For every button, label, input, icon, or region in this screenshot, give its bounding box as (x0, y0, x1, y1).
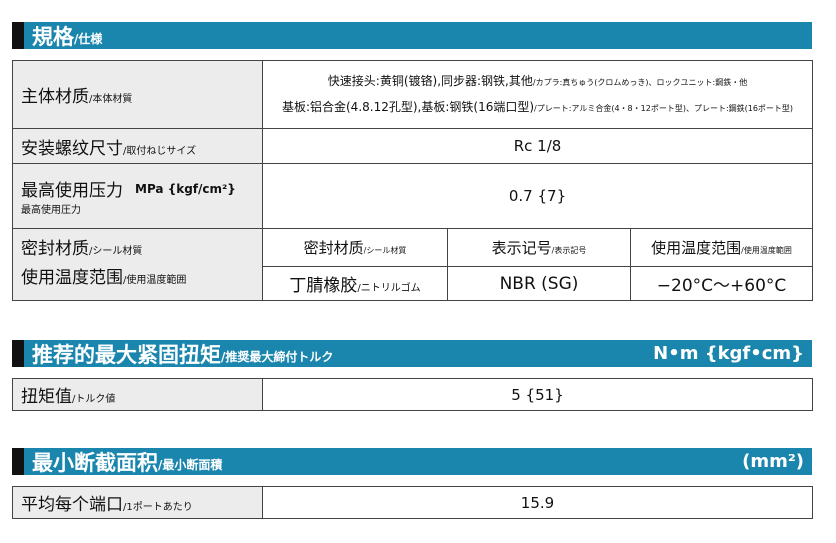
text: 快速接头:黄铜(镀铬),同步器:钢铁,其他 (327, 73, 533, 88)
value: −20°C〜+60°C (629, 266, 814, 301)
unit: MPa {kgf/cm²} (135, 181, 236, 196)
section-title: 最小断截面积 (32, 450, 158, 475)
label-cell: 密封材质/シール材質 使用温度范围/使用温度範囲 (12, 228, 263, 301)
value: Rc 1/8 (261, 128, 814, 164)
torque-table: 扭矩值/トルク値 5 {51} (12, 378, 813, 411)
section-bar: 規格/仕様 (12, 22, 812, 49)
header-sub: /表示記号 (551, 246, 587, 255)
value-sub: /ニトリルゴム (357, 283, 421, 294)
unit: (mm²) (742, 451, 804, 472)
label: 安装螺纹尺寸 (21, 138, 123, 159)
section-bar: 最小断截面积/最小断面積 (mm²) (12, 448, 812, 475)
label: 主体材质 (21, 87, 89, 107)
section-subtitle: /最小断面積 (158, 458, 223, 472)
label-sub: 最高使用圧力 (21, 205, 81, 216)
header-sub: /使用温度範囲 (741, 246, 792, 255)
value-cell: 丁腈橡胶/ニトリルゴム (262, 266, 448, 301)
label-sub: /本体材質 (89, 94, 133, 105)
header-cell: 表示记号/表示記号 (447, 228, 631, 267)
label-sub: /取付ねじサイズ (123, 145, 197, 157)
value: 15.9 (262, 486, 813, 519)
section-bar: 推荐的最大紧固扭矩/推奨最大締付トルク N•m {kgf•cm} (12, 340, 812, 367)
header-sub: /シール材質 (363, 246, 407, 255)
label-sub: /使用温度範囲 (123, 274, 187, 286)
text-sub: /カプラ:真ちゅう(クロムめっき)、ロックユニット:鋼鉄・他 (532, 77, 748, 87)
label: 平均每个端口 (21, 495, 123, 515)
label-sub: /トルク値 (72, 394, 116, 405)
text: 基板:铝合金(4.8.12孔型),基板:钢铁(16端口型) (281, 99, 535, 114)
header: 密封材质 (303, 239, 364, 257)
section-subtitle: /仕様 (74, 32, 103, 46)
section-subtitle: /推奨最大締付トルク (221, 350, 334, 364)
area-table: 平均每个端口/1ポートあたり 15.9 (12, 486, 813, 519)
label-sub: /1ポートあたり (123, 502, 193, 513)
header-cell: 使用温度范围/使用温度範囲 (629, 228, 814, 267)
label: 扭矩值 (21, 387, 72, 407)
label-sub: /シール材質 (89, 245, 143, 257)
text-sub: /プレート:アルミ合金(4・8・12ポート型)、プレート:鋼鉄(16ポート型) (534, 103, 794, 113)
line: 基板:铝合金(4.8.12孔型),基板:钢铁(16端口型)/プレート:アルミ合金… (267, 95, 808, 121)
label-cell: 主体材质/本体材質 (12, 60, 263, 129)
header: 使用温度范围 (651, 239, 742, 257)
value-cell: 快速接头:黄铜(镀铬),同步器:钢铁,其他/カプラ:真ちゅう(クロムめっき)、ロ… (261, 60, 814, 129)
value: NBR (SG) (447, 266, 631, 301)
label-cell: 扭矩值/トルク値 (12, 378, 263, 411)
header-cell: 密封材质/シール材質 (262, 228, 448, 267)
label-cell: 最高使用压力 MPa {kgf/cm²} 最高使用圧力 (12, 163, 263, 229)
section-title: 規格 (32, 24, 74, 49)
value: 5 {51} (262, 378, 813, 411)
value: 丁腈橡胶 (289, 276, 358, 296)
label: 密封材质 (21, 238, 89, 259)
unit: N•m {kgf•cm} (653, 343, 804, 364)
line: 密封材质/シール材質 (21, 236, 258, 265)
spec-table: 主体材质/本体材質 快速接头:黄铜(镀铬),同步器:钢铁,其他/カプラ:真ちゅう… (12, 60, 814, 301)
value: 0.7 {7} (261, 163, 814, 229)
label-cell: 平均每个端口/1ポートあたり (12, 486, 263, 519)
label: 使用温度范围 (21, 267, 123, 288)
section-title: 推荐的最大紧固扭矩 (32, 342, 221, 367)
label-cell: 安装螺纹尺寸/取付ねじサイズ (12, 128, 263, 164)
label: 最高使用压力 (21, 181, 123, 201)
header: 表示记号 (491, 239, 552, 257)
line: 使用温度范围/使用温度範囲 (21, 265, 258, 294)
line: 快速接头:黄铜(镀铬),同步器:钢铁,其他/カプラ:真ちゅう(クロムめっき)、ロ… (267, 69, 808, 95)
